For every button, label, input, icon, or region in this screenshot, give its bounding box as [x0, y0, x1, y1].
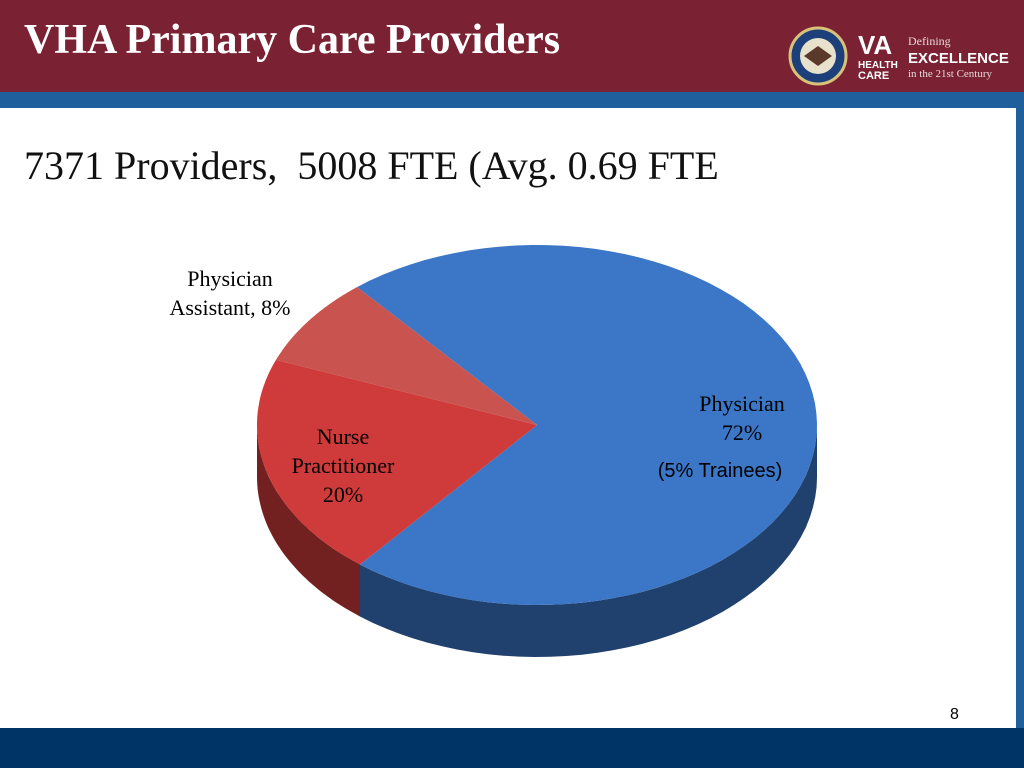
logo-tag: Defining [908, 34, 951, 48]
slide-number: 8 [950, 706, 959, 723]
logo-tag: EXCELLENCE [908, 50, 1009, 67]
value-label: 8% [261, 295, 291, 320]
value-label: 20% [322, 482, 364, 507]
annotation: (5% Trainees) [657, 460, 783, 482]
seal [788, 26, 848, 86]
header-bar [0, 0, 1024, 92]
logo-brand: VA [858, 30, 893, 60]
logo-line: HEALTH [858, 60, 898, 71]
category-label: Nurse Practitioner [291, 424, 395, 478]
subtitle: 7371 Providers, 5008 FTE (Avg. 0.69 FTE [24, 143, 719, 188]
pie-side [257, 425, 360, 617]
pie-slice [275, 287, 537, 425]
pie-side [360, 425, 817, 657]
footer-bar [0, 728, 1024, 768]
slide-title: VHA Primary Care Providers [24, 17, 561, 63]
logo-tag: in the 21st Century [908, 68, 993, 80]
pie-slice [357, 245, 817, 605]
value-label: 72% [721, 420, 763, 445]
pie-slice [257, 359, 537, 565]
header-stripe [0, 92, 1024, 108]
side-stripe [1016, 108, 1024, 728]
slice-label: Physician 72% [672, 389, 812, 447]
slice-label: Nurse Practitioner 20% [268, 422, 418, 509]
category-label: Physician [699, 391, 785, 416]
category-label: Physician Assistant, [169, 266, 273, 320]
logo-line: CARE [858, 70, 890, 82]
slice-label: Physician Assistant, 8% [140, 264, 320, 322]
